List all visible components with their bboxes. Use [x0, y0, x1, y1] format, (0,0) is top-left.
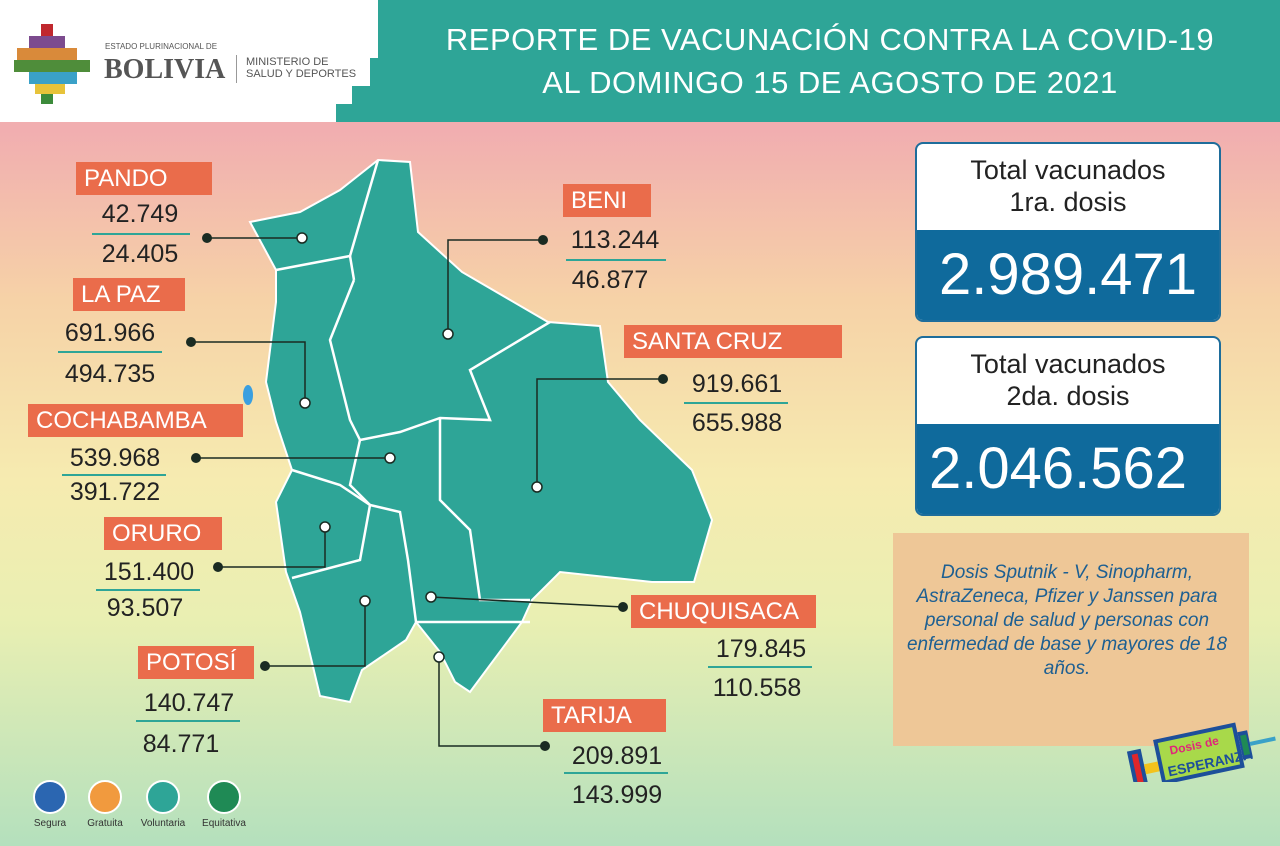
report-title: REPORTE DE VACUNACIÓN CONTRA LA COVID-19	[445, 22, 1215, 57]
beni-first-dose: 113.244	[570, 226, 660, 254]
oruro-second-dose: 93.507	[106, 594, 184, 622]
separator	[92, 233, 190, 235]
total-first-dose-card: Total vacunados 1ra. dosis 2.989.471	[915, 142, 1221, 322]
ministry-line1: MINISTERIO DE	[246, 56, 329, 68]
bolivia-emblem-icon	[14, 24, 90, 104]
total-second-dose-card: Total vacunados 2da. dosis 2.046.562	[915, 336, 1221, 516]
separator	[708, 666, 812, 668]
dept-label-oruro: ORURO	[104, 517, 222, 550]
dept-label-cochabamba: COCHABAMBA	[28, 404, 243, 437]
la-paz-second-dose: 494.735	[64, 360, 156, 388]
ministry-line2: SALUD Y DEPORTES	[246, 68, 357, 80]
banner-step	[370, 58, 382, 122]
value-label-segura: Segura	[33, 818, 67, 829]
total-first-value: 2.989.471	[917, 230, 1219, 320]
dept-label-pando: PANDO	[76, 162, 212, 195]
banner-step	[336, 104, 356, 122]
scales-icon	[207, 780, 241, 814]
leader-lines	[191, 237, 663, 747]
separator	[684, 402, 788, 404]
total-first-label: Total vacunados 1ra. dosis	[970, 155, 1166, 217]
leader-dots	[186, 233, 668, 751]
report-date: AL DOMINGO 15 DE AGOSTO DE 2021	[542, 65, 1118, 100]
dept-label-beni: BENI	[563, 184, 651, 217]
potosi-second-dose: 84.771	[142, 730, 220, 758]
oruro-first-dose: 151.400	[103, 558, 195, 586]
separator	[136, 720, 240, 722]
cochabamba-second-dose: 391.722	[69, 478, 161, 506]
total-second-value: 2.046.562	[917, 424, 1219, 514]
logo-divider	[236, 55, 237, 83]
beni-second-dose: 46.877	[571, 266, 649, 294]
dept-label-chuquisaca: CHUQUISACA	[631, 595, 816, 628]
ministry-name: MINISTERIO DE SALUD Y DEPORTES	[246, 56, 356, 80]
pando-first-dose: 42.749	[101, 200, 179, 228]
title-banner	[378, 0, 1280, 122]
cochabamba-first-dose: 539.968	[69, 444, 161, 472]
tarija-second-dose: 143.999	[571, 781, 663, 809]
tarija-first-dose: 209.891	[571, 742, 663, 770]
value-label-gratuita: Gratuita	[87, 818, 123, 829]
total-second-label: Total vacunados 2da. dosis	[970, 349, 1166, 411]
separator	[564, 772, 668, 774]
raised-hand-icon	[146, 780, 180, 814]
shield-check-icon	[33, 780, 67, 814]
dept-label-potosi: POTOSÍ	[138, 646, 254, 679]
smiley-icon	[88, 780, 122, 814]
dept-label-tarija: TARIJA	[543, 699, 666, 732]
department-markers	[296, 232, 543, 663]
separator	[96, 589, 200, 591]
logo-title: BOLIVIA	[104, 54, 226, 85]
lake-titicaca	[243, 385, 253, 405]
value-label-voluntaria: Voluntaria	[140, 818, 186, 829]
pando-second-dose: 24.405	[101, 240, 179, 268]
separator	[62, 474, 166, 476]
logo-subtitle: ESTADO PLURINACIONAL DE	[105, 42, 218, 51]
separator	[566, 259, 666, 261]
dept-label-santa-cruz: SANTA CRUZ	[624, 325, 842, 358]
vaccine-note: Dosis Sputnik - V, Sinopharm, AstraZenec…	[893, 533, 1249, 746]
dosis-de-esperanza-logo: Dosis de ESPERANZA	[1126, 722, 1276, 782]
header-logo-area: ESTADO PLURINACIONAL DE BOLIVIA MINISTER…	[0, 0, 380, 122]
la-paz-first-dose: 691.966	[64, 319, 156, 347]
separator	[58, 351, 162, 353]
dept-label-la-paz: LA PAZ	[73, 278, 185, 311]
santa-cruz-second-dose: 655.988	[691, 409, 783, 437]
santa-cruz-first-dose: 919.661	[691, 370, 783, 398]
chuquisaca-first-dose: 179.845	[715, 635, 807, 663]
potosi-first-dose: 140.747	[143, 689, 235, 717]
banner-step	[352, 86, 372, 122]
chuquisaca-second-dose: 110.558	[712, 674, 802, 702]
value-label-equitativa: Equitativa	[202, 818, 246, 829]
